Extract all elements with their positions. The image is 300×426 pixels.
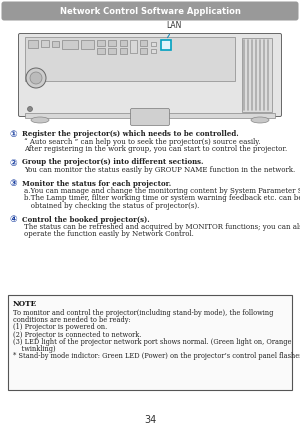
Bar: [120, 40, 127, 46]
Bar: [140, 48, 147, 54]
FancyBboxPatch shape: [130, 109, 170, 126]
Text: ②: ②: [9, 158, 17, 167]
Bar: [81, 40, 94, 49]
Text: ④: ④: [9, 216, 17, 225]
Circle shape: [30, 72, 42, 84]
Text: NOTE: NOTE: [13, 300, 37, 308]
Bar: [52, 41, 59, 47]
Text: (2) Projector is connected to network.: (2) Projector is connected to network.: [13, 331, 141, 339]
Circle shape: [26, 68, 46, 88]
Text: After registering in the work group, you can start to control the projector.: After registering in the work group, you…: [24, 145, 287, 153]
Text: twinkling): twinkling): [13, 345, 56, 353]
Text: (1) Projector is powered on.: (1) Projector is powered on.: [13, 323, 107, 331]
Text: LAN: LAN: [166, 21, 182, 30]
Text: To monitor and control the projector(including stand-by mode), the following: To monitor and control the projector(inc…: [13, 309, 273, 317]
Text: Group the projector(s) into different sections.: Group the projector(s) into different se…: [22, 158, 203, 167]
Text: 34: 34: [144, 415, 156, 425]
Bar: [25, 113, 275, 118]
Text: Network Control Software Application: Network Control Software Application: [60, 7, 240, 16]
Text: Monitor the status for each projector.: Monitor the status for each projector.: [22, 179, 171, 187]
Bar: [242, 38, 272, 112]
Text: The status can be refreshed and acquired by MONITOR functions; you can also: The status can be refreshed and acquired…: [24, 223, 300, 231]
Text: “ Auto search ” can help you to seek the projector(s) source easily.: “ Auto search ” can help you to seek the…: [24, 138, 261, 146]
Bar: [151, 42, 156, 46]
Bar: [130, 40, 137, 53]
Text: a.You can manage and change the monitoring content by System Parameter Setting.: a.You can manage and change the monitori…: [24, 187, 300, 195]
Circle shape: [28, 106, 32, 112]
Text: conditions are needed to be ready:: conditions are needed to be ready:: [13, 316, 131, 324]
Text: ①: ①: [9, 130, 17, 139]
Text: b.The Lamp timer, filter working time or system warning feedback etc. can be: b.The Lamp timer, filter working time or…: [24, 195, 300, 202]
Text: Control the booked projector(s).: Control the booked projector(s).: [22, 216, 150, 224]
Ellipse shape: [31, 117, 49, 123]
Bar: [140, 40, 147, 46]
Bar: [151, 49, 156, 53]
Bar: [161, 40, 171, 50]
FancyBboxPatch shape: [2, 2, 298, 20]
Text: obtained by checking the status of projector(s).: obtained by checking the status of proje…: [24, 202, 200, 210]
Bar: [120, 48, 127, 54]
Bar: [41, 40, 49, 47]
Bar: [108, 40, 116, 46]
FancyBboxPatch shape: [19, 34, 281, 116]
Text: Register the projector(s) which needs to be controlled.: Register the projector(s) which needs to…: [22, 130, 239, 138]
Text: operate the function easily by Network Control.: operate the function easily by Network C…: [24, 230, 194, 239]
Bar: [97, 40, 105, 46]
Bar: [8, 295, 292, 390]
Text: * Stand-by mode indictor: Green LED (Power) on the projector’s control panel fla: * Stand-by mode indictor: Green LED (Pow…: [13, 352, 300, 360]
Bar: [62, 40, 78, 49]
Bar: [25, 37, 235, 81]
Bar: [28, 40, 38, 48]
Ellipse shape: [251, 117, 269, 123]
Text: (3) LED light of the projector network port shows normal. (Green light on, Orang: (3) LED light of the projector network p…: [13, 338, 292, 346]
Bar: [97, 48, 105, 54]
Text: You can monitor the status easily by GROUP NAME function in the network.: You can monitor the status easily by GRO…: [24, 166, 295, 174]
Bar: [108, 48, 116, 54]
Text: ③: ③: [9, 179, 17, 188]
